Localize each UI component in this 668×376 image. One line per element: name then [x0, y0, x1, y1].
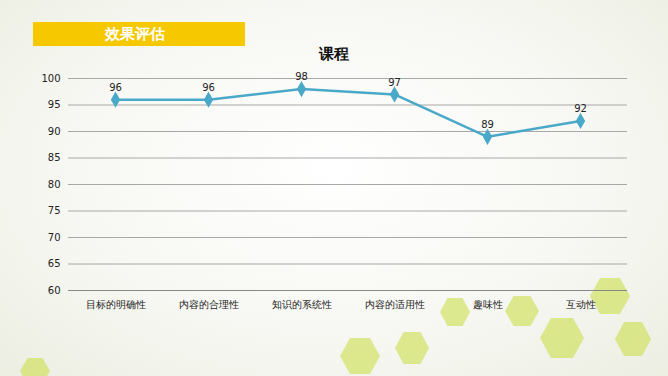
svg-text:85: 85: [48, 152, 61, 163]
svg-text:互动性: 互动性: [566, 299, 596, 310]
svg-text:95: 95: [48, 99, 61, 110]
svg-text:60: 60: [48, 285, 61, 296]
svg-text:96: 96: [109, 82, 122, 93]
svg-text:89: 89: [481, 119, 494, 130]
svg-text:92: 92: [574, 103, 587, 114]
html-text:效果评估: 效果评估: [105, 25, 165, 43]
svg-text:100: 100: [41, 73, 60, 84]
svg-text:目标的明确性: 目标的明确性: [86, 299, 146, 310]
svg-text:96: 96: [202, 82, 215, 93]
svg-text:趣味性: 趣味性: [473, 299, 503, 310]
html-text:课程: 课程: [319, 45, 349, 63]
svg-text:70: 70: [48, 232, 61, 243]
svg-text:内容的合理性: 内容的合理性: [179, 299, 239, 310]
svg-text:知识的系统性: 知识的系统性: [272, 299, 332, 310]
svg-text:98: 98: [295, 71, 308, 82]
svg-text:75: 75: [48, 205, 61, 216]
svg-text:内容的适用性: 内容的适用性: [365, 299, 425, 310]
svg-text:65: 65: [48, 258, 61, 269]
svg-text:97: 97: [388, 77, 401, 88]
svg-text:80: 80: [48, 179, 61, 190]
svg-text:90: 90: [48, 126, 61, 137]
